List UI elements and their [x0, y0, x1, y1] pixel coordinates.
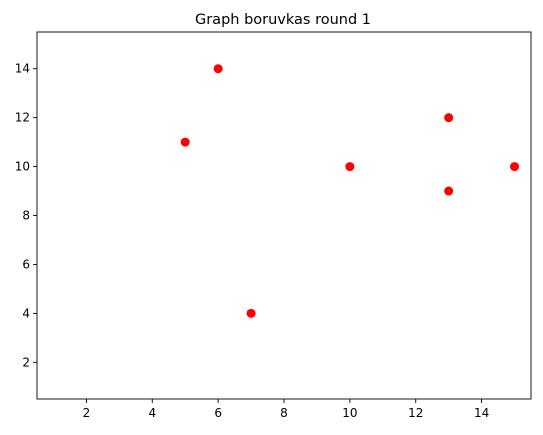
x-tick-label: 2 — [83, 406, 91, 420]
data-point — [444, 186, 454, 196]
y-tick-label: 6 — [22, 257, 30, 271]
y-tick-label: 4 — [22, 306, 30, 320]
data-point — [510, 162, 520, 172]
plot-area: 2 4 6 8 10 12 14 2 4 6 8 10 12 14 — [15, 31, 532, 420]
y-tick-label: 12 — [15, 111, 30, 125]
x-tick-label: 14 — [474, 406, 489, 420]
y-tick-label: 8 — [22, 209, 30, 223]
y-tick-label: 2 — [22, 355, 30, 369]
chart-title: Graph boruvkas round 1 — [195, 12, 371, 28]
x-tick-label: 6 — [214, 406, 222, 420]
x-tick-label: 12 — [408, 406, 423, 420]
data-point — [345, 162, 355, 172]
x-tick-label: 10 — [342, 406, 357, 420]
data-point — [213, 64, 223, 74]
data-point — [180, 137, 190, 147]
data-point — [246, 308, 256, 318]
x-tick-label: 8 — [280, 406, 288, 420]
y-tick-label: 14 — [15, 62, 30, 76]
x-tick-label: 4 — [148, 406, 156, 420]
data-point — [444, 113, 454, 123]
y-tick-label: 10 — [15, 160, 30, 174]
axes-frame — [36, 31, 532, 400]
